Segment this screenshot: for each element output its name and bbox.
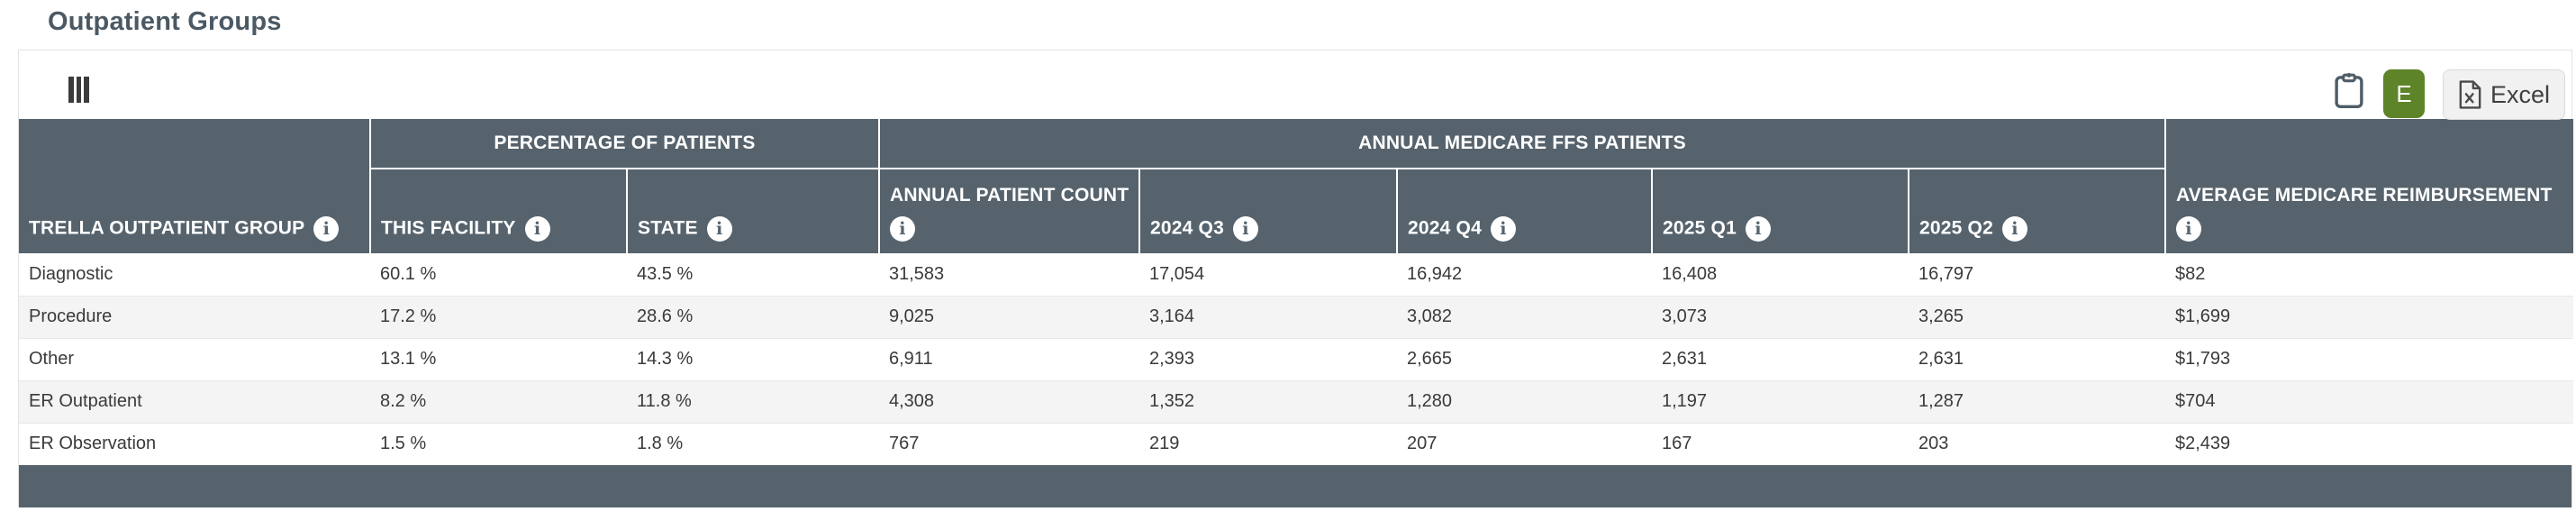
page-title: Outpatient Groups bbox=[48, 7, 282, 36]
cell: 167 bbox=[1652, 423, 1909, 465]
cell: 2,631 bbox=[1652, 338, 1909, 381]
info-icon[interactable] bbox=[890, 216, 915, 242]
cell: 28.6 % bbox=[627, 296, 879, 339]
cell: 2,665 bbox=[1397, 338, 1652, 381]
cell: $82 bbox=[2165, 253, 2573, 297]
cell: $1,699 bbox=[2165, 296, 2573, 339]
row-label: ER Observation bbox=[19, 423, 370, 465]
table-row: ER Outpatient 8.2 % 11.8 % 4,308 1,352 1… bbox=[19, 380, 2573, 424]
cell: 13.1 % bbox=[370, 338, 627, 381]
column-bars-icon bbox=[68, 77, 74, 103]
table-row: Diagnostic 60.1 % 43.5 % 31,583 17,054 1… bbox=[19, 253, 2573, 297]
info-icon[interactable] bbox=[706, 216, 732, 242]
table-row: Procedure 17.2 % 28.6 % 9,025 3,164 3,08… bbox=[19, 296, 2573, 339]
cell: 60.1 % bbox=[370, 253, 627, 297]
cell: $704 bbox=[2165, 380, 2573, 424]
cell: 9,025 bbox=[879, 296, 1139, 339]
cell: 4,308 bbox=[879, 380, 1139, 424]
cell: $1,793 bbox=[2165, 338, 2573, 381]
cell: 203 bbox=[1909, 423, 2165, 465]
cell: 6,911 bbox=[879, 338, 1139, 381]
cell: 1.8 % bbox=[627, 423, 879, 465]
cell: 16,408 bbox=[1652, 253, 1909, 297]
row-label: Diagnostic bbox=[19, 253, 370, 297]
cell: 31,583 bbox=[879, 253, 1139, 297]
cell: 43.5 % bbox=[627, 253, 879, 297]
excel-file-icon bbox=[2459, 80, 2481, 109]
export-excel-button[interactable]: Excel bbox=[2442, 69, 2565, 120]
cell: $2,439 bbox=[2165, 423, 2573, 465]
row-label: Other bbox=[19, 338, 370, 381]
column-header-2024-q4[interactable]: 2024 Q4 bbox=[1396, 169, 1652, 253]
cell: 3,073 bbox=[1652, 296, 1909, 339]
table-row: ER Observation 1.5 % 1.8 % 767 219 207 1… bbox=[19, 423, 2573, 465]
cell: 1,280 bbox=[1397, 380, 1652, 424]
cell: 2,631 bbox=[1909, 338, 2165, 381]
group-header-annual-medicare-ffs-patients: ANNUAL MEDICARE FFS PATIENTS bbox=[878, 119, 2165, 169]
cell: 8.2 % bbox=[370, 380, 627, 424]
group-header-percentage-of-patients: PERCENTAGE OF PATIENTS bbox=[369, 119, 879, 169]
column-header-average-medicare-reimbursement[interactable]: AVERAGE MEDICARE REIMBURSEMENT bbox=[2164, 119, 2573, 253]
column-header-2024-q3[interactable]: 2024 Q3 bbox=[1138, 169, 1397, 253]
info-icon[interactable] bbox=[524, 216, 550, 242]
group-header-row: TRELLA OUTPATIENT GROUP PERCENTAGE OF PA… bbox=[19, 119, 2573, 253]
export-e-button[interactable]: E bbox=[2383, 69, 2425, 118]
cell: 11.8 % bbox=[627, 380, 879, 424]
cell: 3,265 bbox=[1909, 296, 2165, 339]
outpatient-groups-card: E Excel TRELLA OUTPATIENT GROUP PERCENTA… bbox=[18, 50, 2573, 507]
cell: 16,797 bbox=[1909, 253, 2165, 297]
cell: 207 bbox=[1397, 423, 1652, 465]
column-header-annual-patient-count[interactable]: ANNUAL PATIENT COUNT bbox=[878, 169, 1139, 253]
cell: 1,352 bbox=[1139, 380, 1397, 424]
table-toolbar: E Excel bbox=[19, 50, 2571, 120]
cell: 14.3 % bbox=[627, 338, 879, 381]
clipboard-icon bbox=[2335, 73, 2363, 108]
info-icon[interactable] bbox=[1745, 216, 1771, 242]
excel-button-label: Excel bbox=[2490, 80, 2550, 108]
cell: 1,197 bbox=[1652, 380, 1909, 424]
outpatient-groups-table: TRELLA OUTPATIENT GROUP PERCENTAGE OF PA… bbox=[19, 119, 2573, 465]
table-row: Other 13.1 % 14.3 % 6,911 2,393 2,665 2,… bbox=[19, 338, 2573, 381]
table-footer-bar bbox=[19, 465, 2571, 507]
sub-header-row: THIS FACILITY STATE ANNUAL PATIENT COUNT… bbox=[19, 169, 2573, 253]
cell: 767 bbox=[879, 423, 1139, 465]
info-icon[interactable] bbox=[313, 216, 340, 242]
row-label: ER Outpatient bbox=[19, 380, 370, 424]
cell: 16,942 bbox=[1397, 253, 1652, 297]
column-visibility-button[interactable] bbox=[68, 77, 90, 103]
column-header-2025-q1[interactable]: 2025 Q1 bbox=[1651, 169, 1909, 253]
copy-to-clipboard-button[interactable] bbox=[2334, 71, 2364, 109]
cell: 3,082 bbox=[1397, 296, 1652, 339]
column-header-state[interactable]: STATE bbox=[626, 169, 879, 253]
info-icon[interactable] bbox=[1232, 216, 1258, 242]
cell: 3,164 bbox=[1139, 296, 1397, 339]
column-header-trella-outpatient-group[interactable]: TRELLA OUTPATIENT GROUP bbox=[19, 119, 370, 253]
cell: 1,287 bbox=[1909, 380, 2165, 424]
cell: 17.2 % bbox=[370, 296, 627, 339]
cell: 1.5 % bbox=[370, 423, 627, 465]
cell: 219 bbox=[1139, 423, 1397, 465]
info-icon[interactable] bbox=[2001, 216, 2027, 242]
column-header-this-facility[interactable]: THIS FACILITY bbox=[369, 169, 627, 253]
column-header-2025-q2[interactable]: 2025 Q2 bbox=[1908, 169, 2165, 253]
row-label: Procedure bbox=[19, 296, 370, 339]
cell: 2,393 bbox=[1139, 338, 1397, 381]
cell: 17,054 bbox=[1139, 253, 1397, 297]
info-icon[interactable] bbox=[2176, 216, 2201, 242]
info-icon[interactable] bbox=[1490, 216, 1516, 242]
